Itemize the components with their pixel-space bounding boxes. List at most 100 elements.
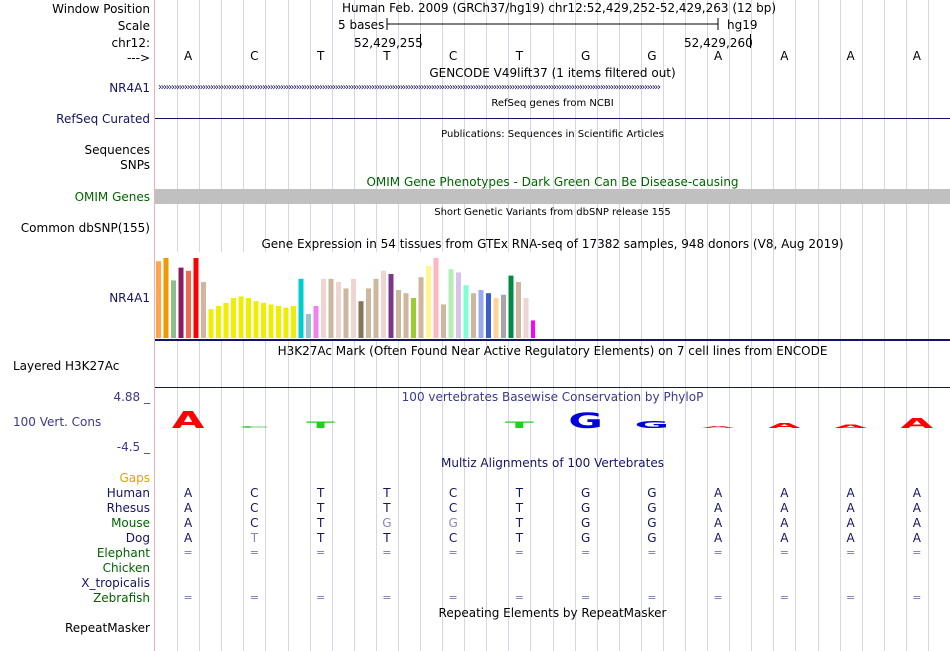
nr4a1-gene-strand[interactable]: ››››››››››››››››››››››››››››››››››››››››…: [158, 82, 661, 93]
gtex-tissue-bar[interactable]: [358, 301, 364, 338]
gtex-tissue-bar[interactable]: [403, 293, 409, 338]
label-chrom: chr12:: [111, 36, 150, 50]
label-gtex-nr4a1[interactable]: NR4A1: [109, 291, 150, 305]
gtex-tissue-bar[interactable]: [336, 282, 341, 338]
species-label[interactable]: X_tropicalis: [81, 576, 150, 590]
gtex-tissue-bar[interactable]: [366, 288, 371, 338]
gtex-tissue-bar[interactable]: [193, 258, 199, 338]
alignment-base: A: [912, 531, 921, 545]
gtex-tissue-bar[interactable]: [441, 304, 446, 338]
gtex-tissue-bar[interactable]: [283, 307, 289, 338]
gtex-tissue-bar[interactable]: [298, 278, 304, 338]
gtex-tissue-bar[interactable]: [268, 304, 274, 338]
gtex-tissue-bar[interactable]: [201, 282, 206, 338]
gtex-tissue-bar[interactable]: [313, 306, 319, 338]
track-title-omim[interactable]: OMIM Gene Phenotypes - Dark Green Can Be…: [366, 175, 739, 189]
gtex-tissue-bar[interactable]: [321, 278, 326, 338]
gtex-tissue-bar[interactable]: [508, 275, 514, 338]
gtex-tissue-bar[interactable]: [291, 306, 296, 338]
gtex-tissue-bar[interactable]: [216, 306, 221, 338]
track-display-area[interactable]: Human Feb. 2009 (GRCh37/hg19) chr12:52,4…: [155, 0, 950, 651]
gtex-tissue-bar[interactable]: [448, 269, 454, 338]
label-nr4a1-gencode[interactable]: NR4A1: [109, 81, 150, 95]
track-title-dbsnp[interactable]: Short Genetic Variants from dbSNP releas…: [434, 207, 671, 218]
base-gridlines: [177, 0, 929, 651]
species-label[interactable]: Rhesus: [106, 501, 150, 515]
gtex-tissue-bar[interactable]: [223, 302, 229, 338]
gtex-tissue-bar[interactable]: [456, 272, 461, 338]
gtex-tissue-bar[interactable]: [418, 277, 424, 338]
species-label[interactable]: Human: [106, 486, 150, 500]
gtex-tissue-bar[interactable]: [396, 290, 401, 338]
refseq-gene-line[interactable]: [155, 118, 950, 119]
gtex-tissue-bar[interactable]: [163, 258, 169, 338]
gtex-tissue-bar[interactable]: [516, 282, 521, 338]
label-100-vert-cons[interactable]: 100 Vert. Cons: [13, 415, 102, 429]
gtex-tissue-bar[interactable]: [156, 261, 161, 338]
gtex-tissue-bar[interactable]: [178, 267, 184, 338]
alignment-gap-marker: =: [514, 591, 524, 604]
gtex-tissue-bar[interactable]: [501, 294, 506, 338]
gtex-tissue-bar[interactable]: [531, 320, 535, 338]
alignment-base: G: [580, 531, 591, 545]
gtex-tissue-bar[interactable]: [343, 288, 349, 338]
gtex-tissue-bar[interactable]: [426, 266, 431, 338]
species-label[interactable]: Mouse: [111, 516, 150, 530]
track-title-refseq[interactable]: RefSeq genes from NCBI: [491, 98, 614, 109]
alignment-gap-marker: =: [183, 591, 193, 604]
gtex-tissue-bar[interactable]: [171, 280, 176, 338]
sequence-base: A: [184, 49, 193, 63]
gtex-tissue-bar[interactable]: [261, 302, 266, 338]
alignment-base: G: [580, 486, 591, 500]
species-label[interactable]: Chicken: [102, 561, 150, 575]
alignment-gap-marker: =: [912, 591, 922, 604]
label-snps[interactable]: SNPs: [120, 158, 150, 172]
gtex-tissue-bar[interactable]: [478, 290, 484, 338]
track-title-repeatmasker[interactable]: Repeating Elements by RepeatMasker: [438, 606, 667, 620]
gtex-tissue-bar[interactable]: [231, 298, 236, 338]
alignment-gap-marker: =: [514, 546, 524, 559]
gtex-tissue-bar[interactable]: [471, 293, 476, 338]
track-title-gencode[interactable]: GENCODE V49lift37 (1 items filtered out): [429, 66, 676, 80]
gtex-tissue-bar[interactable]: [523, 298, 529, 338]
gtex-tissue-bar[interactable]: [328, 278, 334, 338]
gtex-tissue-bar[interactable]: [246, 298, 251, 338]
sequence-base: T: [383, 49, 391, 63]
gtex-tissue-bar[interactable]: [411, 298, 416, 338]
label-common-dbsnp[interactable]: Common dbSNP(155): [20, 221, 150, 235]
gtex-tissue-bar[interactable]: [253, 301, 259, 338]
track-title-gtex[interactable]: Gene Expression in 54 tissues from GTEx …: [261, 237, 844, 251]
track-title-phylop[interactable]: 100 vertebrates Basewise Conservation by…: [401, 390, 704, 404]
gtex-tissue-bar[interactable]: [186, 270, 191, 338]
gtex-tissue-bar[interactable]: [381, 270, 386, 338]
label-repeatmasker[interactable]: RepeatMasker: [64, 621, 150, 635]
label-scale: Scale: [117, 19, 150, 33]
gtex-tissue-bar[interactable]: [486, 293, 491, 338]
gtex-tissue-bar[interactable]: [373, 278, 379, 338]
track-title-h3k27ac[interactable]: H3K27Ac Mark (Often Found Near Active Re…: [277, 344, 828, 358]
gtex-tissue-bar[interactable]: [433, 258, 439, 338]
label-sequences[interactable]: Sequences: [84, 143, 150, 157]
alignment-base: A: [846, 531, 855, 545]
track-title-multiz[interactable]: Multiz Alignments of 100 Vertebrates: [440, 456, 665, 470]
gtex-tissue-bar[interactable]: [306, 314, 311, 338]
gtex-bar-chart[interactable]: [155, 252, 535, 342]
gtex-tissue-bar[interactable]: [351, 278, 356, 338]
gtex-tissue-bar[interactable]: [238, 296, 244, 338]
gtex-tissue-bar[interactable]: [208, 309, 214, 338]
gtex-tissue-bar[interactable]: [388, 274, 394, 338]
gtex-tissue-bar[interactable]: [493, 298, 499, 338]
label-omim-genes[interactable]: OMIM Genes: [74, 190, 150, 204]
species-label[interactable]: Elephant: [96, 546, 150, 560]
label-refseq-curated[interactable]: RefSeq Curated: [56, 112, 150, 126]
gtex-tissue-bar[interactable]: [276, 306, 281, 338]
species-label[interactable]: Dog: [125, 531, 150, 545]
species-label[interactable]: Zebrafish: [93, 591, 150, 605]
alignment-base: G: [382, 516, 392, 530]
track-title-publications[interactable]: Publications: Sequences in Scientific Ar…: [441, 129, 664, 140]
label-layered-h3k27ac[interactable]: Layered H3K27Ac: [13, 359, 120, 373]
omim-gene-bar[interactable]: [155, 189, 950, 204]
alignment-gap-marker: =: [647, 546, 657, 559]
gtex-tissue-bar[interactable]: [463, 285, 469, 338]
